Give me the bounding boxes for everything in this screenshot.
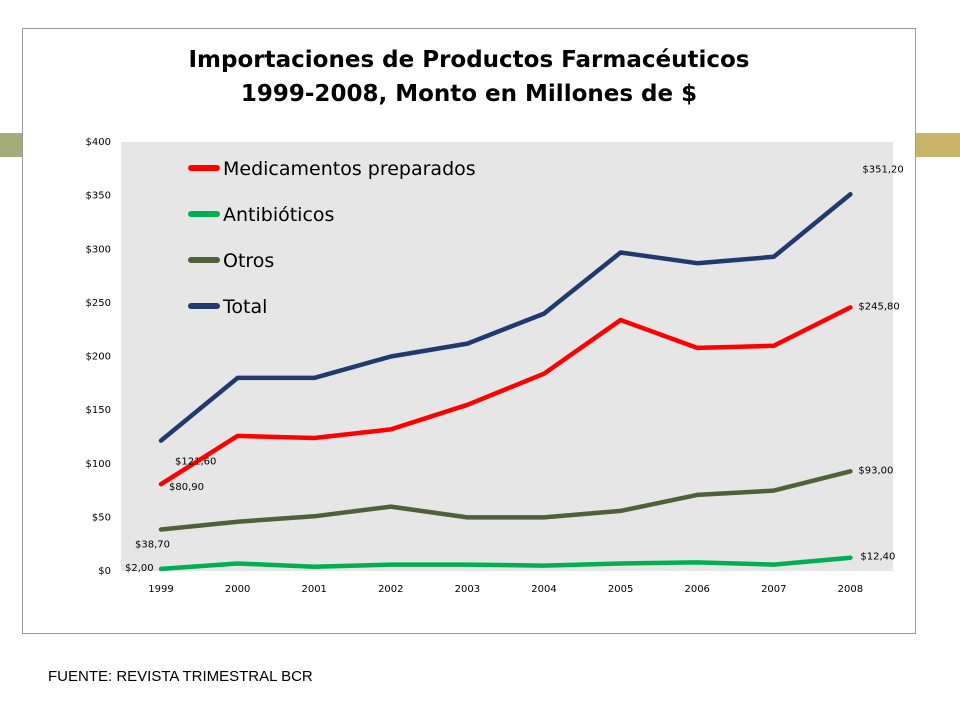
data-label-otros: $38,70 bbox=[135, 539, 170, 550]
line-chart: Importaciones de Productos Farmacéuticos… bbox=[86, 47, 904, 595]
decor-band-left bbox=[0, 133, 22, 157]
data-label-total: $121,60 bbox=[175, 457, 216, 468]
y-tick-label: $50 bbox=[92, 512, 111, 523]
y-tick-label: $200 bbox=[86, 352, 111, 363]
x-tick-label: 2005 bbox=[608, 584, 633, 595]
legend-label-otros: Otros bbox=[223, 250, 274, 272]
chart-container: Importaciones de Productos Farmacéuticos… bbox=[22, 28, 916, 634]
data-labels: $80,90 $245,80 $2,00 $12,40 $38,70 $93,00 $121… bbox=[125, 164, 904, 574]
x-tick-label: 2001 bbox=[301, 584, 326, 595]
legend-label-antibioticos: Antibióticos bbox=[223, 204, 334, 226]
x-tick-label: 2002 bbox=[378, 584, 403, 595]
x-tick-label: 2007 bbox=[761, 584, 786, 595]
legend: Medicamentos preparados Antibióticos Otros… bbox=[188, 158, 476, 318]
data-label-total: $351,20 bbox=[862, 164, 903, 175]
plot-area bbox=[121, 142, 893, 571]
x-tick-label: 2008 bbox=[838, 584, 863, 595]
data-label-medicamentos-preparados: $245,80 bbox=[858, 301, 899, 312]
series-line-total bbox=[158, 192, 853, 443]
x-tick-label: 2000 bbox=[225, 584, 250, 595]
axes: $0 $50 $100 $150 $200 $250 $300 $350 $400 1999 200… bbox=[86, 137, 864, 595]
y-tick-label: $400 bbox=[86, 137, 111, 148]
legend-label-medicamentos-preparados: Medicamentos preparados bbox=[223, 158, 476, 180]
data-label-otros: $93,00 bbox=[858, 465, 893, 476]
x-tick-label: 2006 bbox=[684, 584, 709, 595]
series-line-otros bbox=[158, 469, 853, 532]
y-tick-label: $300 bbox=[86, 244, 111, 255]
series-lines bbox=[158, 192, 853, 572]
y-tick-label: $250 bbox=[86, 298, 111, 309]
series-line-antibioticos bbox=[158, 555, 853, 572]
series-line-medicamentos-preparados bbox=[158, 305, 853, 487]
chart-title-line-2: 1999-2008, Monto en Millones de $ bbox=[241, 81, 697, 107]
y-tick-label: $100 bbox=[86, 459, 111, 470]
x-tick-label: 1999 bbox=[148, 584, 173, 595]
x-tick-label: 2004 bbox=[531, 584, 556, 595]
y-tick-label: $150 bbox=[86, 405, 111, 416]
data-label-antibioticos: $12,40 bbox=[860, 552, 895, 563]
decor-band-right bbox=[916, 133, 960, 157]
data-label-medicamentos-preparados: $80,90 bbox=[169, 482, 204, 493]
chart-title-line-1: Importaciones de Productos Farmacéuticos bbox=[189, 47, 750, 73]
legend-label-total: Total bbox=[222, 296, 267, 318]
y-tick-label: $0 bbox=[98, 566, 111, 577]
y-tick-label: $350 bbox=[86, 191, 111, 202]
x-tick-label: 2003 bbox=[455, 584, 480, 595]
data-label-antibioticos: $2,00 bbox=[125, 563, 154, 574]
source-note: FUENTE: REVISTA TRIMESTRAL BCR bbox=[48, 668, 313, 685]
